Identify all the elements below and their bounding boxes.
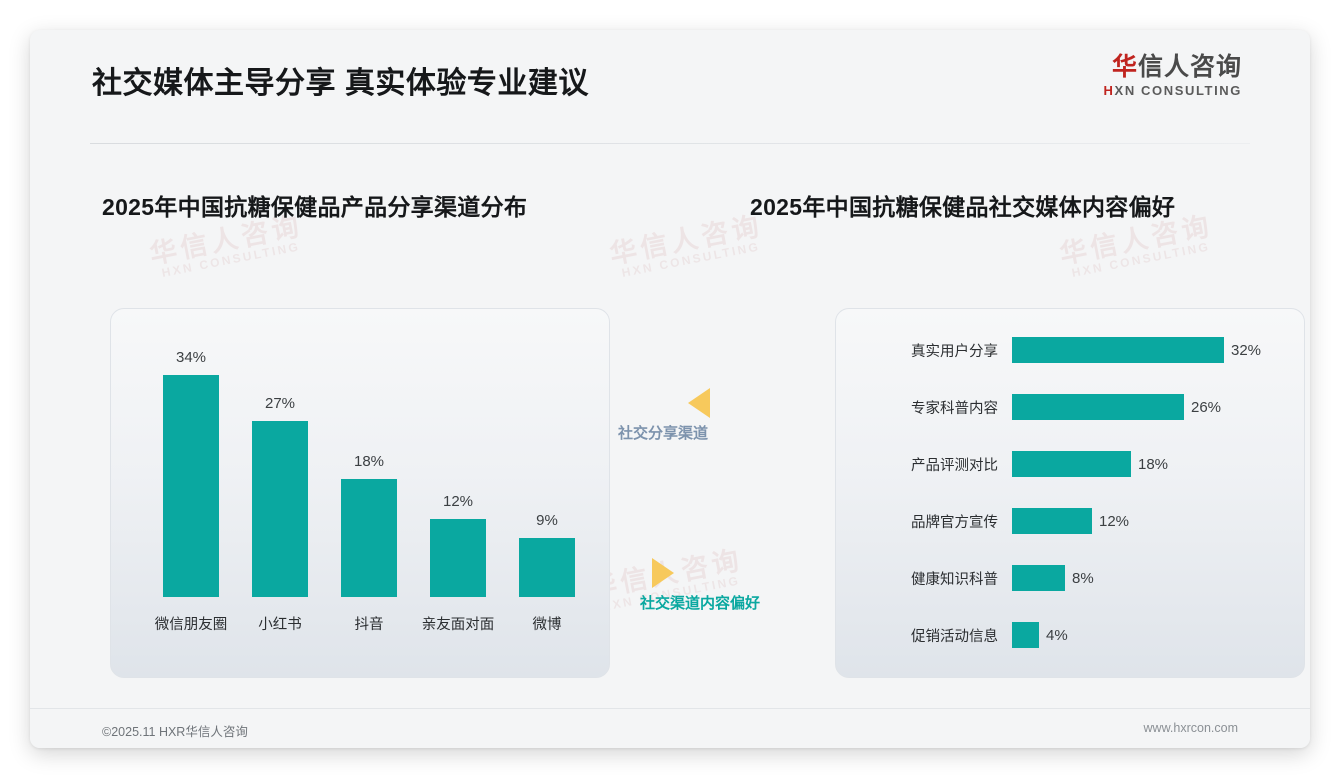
bar bbox=[430, 519, 486, 597]
triangle-left-icon bbox=[688, 388, 710, 418]
watermark: 华信人咨询 HXN CONSULTING bbox=[607, 210, 768, 282]
watermark-cn: 华信人咨询 bbox=[607, 210, 766, 270]
bar bbox=[252, 421, 308, 597]
bar-row: 促销活动信息 4% bbox=[876, 622, 1068, 648]
page-title: 社交媒体主导分享 真实体验专业建议 bbox=[92, 67, 589, 100]
bar-value-label: 12% bbox=[442, 493, 474, 510]
logo-en-accent: H bbox=[1103, 83, 1115, 99]
bar-row: 专家科普内容 26% bbox=[876, 394, 1221, 420]
bar-category-label: 健康知识科普 bbox=[911, 571, 998, 588]
watermark-en: HXN CONSULTING bbox=[1070, 239, 1212, 281]
bar-value-label: 18% bbox=[1138, 455, 1169, 473]
logo-en-rest: XN CONSULTING bbox=[1114, 83, 1242, 99]
triangle-right-icon bbox=[652, 558, 674, 588]
bar bbox=[341, 479, 397, 597]
bar-value-label: 18% bbox=[353, 453, 385, 470]
chart-title-right: 2025年中国抗糖保健品社交媒体内容偏好 bbox=[750, 194, 1176, 220]
bar-group: 18% 抖音 bbox=[341, 453, 397, 633]
bar-category-label: 小红书 bbox=[258, 617, 302, 633]
bar-group: 34% 微信朋友圈 bbox=[155, 349, 228, 633]
bar-row: 产品评测对比 18% bbox=[876, 451, 1168, 477]
bar-row: 真实用户分享 32% bbox=[876, 337, 1261, 363]
logo-english: HXN CONSULTING bbox=[1104, 83, 1242, 98]
bar bbox=[1012, 451, 1131, 477]
bar-value-label: 8% bbox=[1072, 569, 1094, 587]
connector-social-share-channel: 社交分享渠道 bbox=[618, 388, 710, 443]
connector-label: 社交渠道内容偏好 bbox=[640, 595, 761, 612]
bar-category-label: 促销活动信息 bbox=[911, 628, 998, 645]
bar bbox=[1012, 565, 1065, 591]
bar-group: 27% 小红书 bbox=[252, 395, 308, 633]
chart-title-left: 2025年中国抗糖保健品产品分享渠道分布 bbox=[102, 194, 528, 220]
bar-value-label: 12% bbox=[1099, 512, 1130, 530]
slide-canvas: 华信人咨询 HXN CONSULTING 华信人咨询 HXN CONSULTIN… bbox=[30, 30, 1310, 748]
bar bbox=[1012, 337, 1224, 363]
page-header: 社交媒体主导分享 真实体验专业建议 华信人咨询 HXN CONSULTING bbox=[30, 30, 1310, 122]
bar-group: 12% 亲友面对面 bbox=[422, 493, 495, 633]
header-divider bbox=[90, 143, 1250, 144]
watermark: 华信人咨询 HXN CONSULTING bbox=[1057, 211, 1218, 282]
logo-accent-char: 华 bbox=[1111, 53, 1138, 81]
bar bbox=[519, 538, 575, 597]
connector-channel-content-preference: 社交渠道内容偏好 bbox=[640, 558, 760, 613]
connector-label: 社交分享渠道 bbox=[618, 425, 709, 442]
bar-value-label: 27% bbox=[264, 395, 296, 412]
bar-row: 品牌官方宣传 12% bbox=[876, 508, 1129, 534]
watermark: 华信人咨询 HXN CONSULTING bbox=[147, 211, 308, 282]
bar-category-label: 专家科普内容 bbox=[911, 400, 998, 417]
vertical-bar-chart-card: 34% 微信朋友圈 27% 小红书 18% 抖音 12% 亲友面对面 9% 微博 bbox=[110, 308, 610, 678]
bar-category-label: 微信朋友圈 bbox=[154, 617, 228, 633]
bar-value-label: 32% bbox=[1231, 341, 1262, 359]
bar-value-label: 4% bbox=[1046, 626, 1068, 644]
bar-row: 健康知识科普 8% bbox=[876, 565, 1094, 591]
bar-group: 9% 微博 bbox=[519, 512, 575, 633]
bar-category-label: 抖音 bbox=[354, 617, 384, 633]
bar-category-label: 真实用户分享 bbox=[911, 343, 998, 360]
bar-value-label: 34% bbox=[175, 349, 207, 366]
logo-rest-chars: 信人咨询 bbox=[1137, 53, 1242, 81]
bar-category-label: 产品评测对比 bbox=[911, 457, 998, 474]
horizontal-bar-chart: 真实用户分享 32% 专家科普内容 26% 产品评测对比 18% 品牌官方宣传 12% 健康知识… bbox=[836, 309, 1304, 677]
brand-logo: 华信人咨询 HXN CONSULTING bbox=[1104, 54, 1242, 98]
watermark-en: HXN CONSULTING bbox=[620, 239, 762, 281]
footer-copyright: ©2025.11 HXR华信人咨询 bbox=[102, 725, 248, 739]
logo-chinese: 华信人咨询 bbox=[1104, 54, 1242, 80]
horizontal-bar-chart-card: 真实用户分享 32% 专家科普内容 26% 产品评测对比 18% 品牌官方宣传 12% 健康知识… bbox=[835, 308, 1305, 678]
bar bbox=[1012, 394, 1184, 420]
bar-category-label: 微博 bbox=[532, 617, 562, 633]
bar-value-label: 26% bbox=[1191, 398, 1222, 416]
bar bbox=[1012, 508, 1092, 534]
page-footer: ©2025.11 HXR华信人咨询 www.hxrcon.com bbox=[30, 708, 1310, 748]
bar-category-label: 亲友面对面 bbox=[421, 617, 495, 633]
watermark-en: HXN CONSULTING bbox=[160, 239, 302, 281]
bar-category-label: 品牌官方宣传 bbox=[911, 514, 998, 531]
bar bbox=[1012, 622, 1039, 648]
bar bbox=[163, 375, 219, 597]
footer-website: www.hxrcon.com bbox=[1143, 721, 1238, 735]
bar-value-label: 9% bbox=[536, 512, 558, 529]
vertical-bar-chart: 34% 微信朋友圈 27% 小红书 18% 抖音 12% 亲友面对面 9% 微博 bbox=[111, 309, 609, 677]
